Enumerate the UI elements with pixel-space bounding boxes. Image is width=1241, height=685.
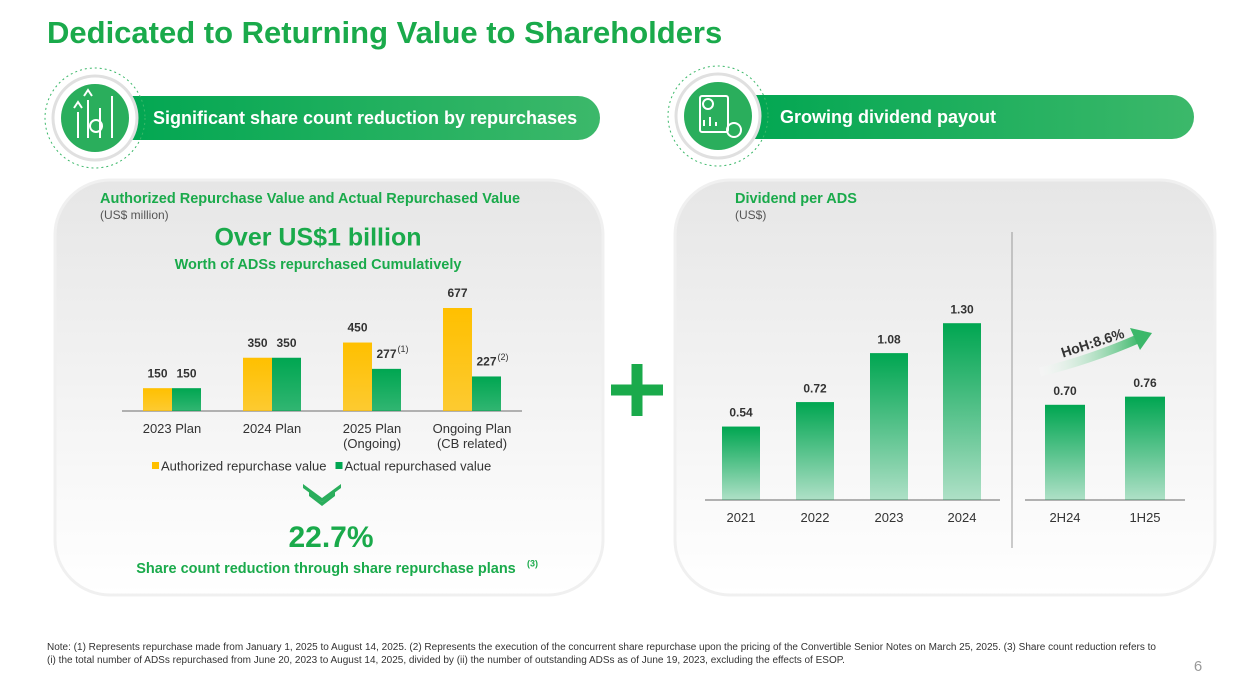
x-tick-label: Ongoing Plan (CB related): [432, 421, 512, 451]
x-tick-label: 2025 Plan (Ongoing): [342, 421, 402, 451]
legend-swatch: [152, 462, 159, 469]
growth-arrow: [1038, 333, 1142, 377]
bar: [472, 376, 501, 411]
reduction-text: Share count reduction through share repu…: [136, 561, 516, 577]
card: [53, 178, 605, 597]
footnote-mark: (1): [398, 344, 409, 354]
value-label: 450: [347, 321, 367, 335]
chart-title: Authorized Repurchase Value and Actual R…: [100, 191, 520, 207]
legend-label: Authorized repurchase value: [161, 458, 327, 473]
panel-header: Growing dividend payout: [780, 107, 996, 127]
value-label: 1.08: [877, 332, 901, 346]
value-label: 677: [447, 286, 467, 300]
bar: [1125, 396, 1165, 500]
x-tick-label: 2023 Plan: [142, 421, 202, 436]
bar: [172, 388, 201, 411]
icon-growth: [73, 88, 113, 138]
bar: [1045, 404, 1085, 500]
chevron-icon: [303, 484, 341, 506]
plus-sign: [611, 364, 663, 416]
headline-sub: Worth of ADSs repurchased Cumulatively: [175, 257, 462, 273]
headline: Over US$1 billion: [214, 224, 421, 252]
x-tick-label: 2024 Plan: [242, 421, 302, 436]
value-label: 350: [247, 336, 267, 350]
icon-circle: [61, 84, 129, 152]
chart-title: Dividend per ADS: [735, 191, 857, 207]
value-label: 150: [176, 366, 196, 380]
value-label: 1.30: [950, 302, 974, 316]
x-tick-label: 2024: [947, 510, 977, 525]
icon-ring: [44, 67, 146, 169]
icon-dividend: [699, 95, 742, 138]
bar: [722, 426, 760, 500]
icon-circle: [684, 82, 752, 150]
x-tick-label: 2021: [726, 510, 756, 525]
bar: [943, 323, 981, 500]
growth-arrow-head: [1130, 328, 1152, 350]
footnote: Note: (1) Represents repurchase made fro…: [47, 642, 1156, 666]
x-tick-label: 2023: [874, 510, 904, 525]
legend-label: Actual repurchased value: [345, 458, 492, 473]
value-label: 0.76: [1133, 376, 1157, 390]
header-pill: [110, 96, 600, 140]
footnote-mark: (3): [527, 558, 538, 568]
bar: [443, 308, 472, 411]
reduction-value: 22.7%: [288, 521, 373, 554]
value-label: 350: [276, 336, 296, 350]
value-label: 227: [476, 355, 496, 369]
value-label: 0.54: [729, 406, 753, 420]
chart-subtitle: (US$): [735, 208, 766, 222]
x-tick-label: 1H25: [1129, 510, 1161, 525]
bar: [796, 402, 834, 500]
bar: [372, 368, 401, 411]
page-number: 6: [1194, 658, 1202, 675]
bar: [143, 388, 172, 411]
value-label: 0.70: [1053, 384, 1077, 398]
bar: [243, 357, 272, 411]
x-tick-label: 2022: [800, 510, 830, 525]
value-label: 277: [376, 347, 396, 361]
x-tick-label: 2H24: [1049, 510, 1081, 525]
value-label: 0.72: [803, 381, 827, 395]
header-pill: [730, 95, 1194, 139]
bar: [343, 342, 372, 411]
bar: [870, 353, 908, 500]
legend-swatch: [335, 462, 343, 469]
bar: [272, 357, 301, 411]
footnote-mark: (2): [498, 352, 509, 362]
panel-header: Significant share count reduction by rep…: [153, 108, 577, 128]
chart-subtitle: (US$ million): [100, 208, 169, 222]
value-label: 150: [147, 366, 167, 380]
icon-ring: [667, 65, 769, 167]
slide-title: Dedicated to Returning Value to Sharehol…: [47, 15, 722, 50]
